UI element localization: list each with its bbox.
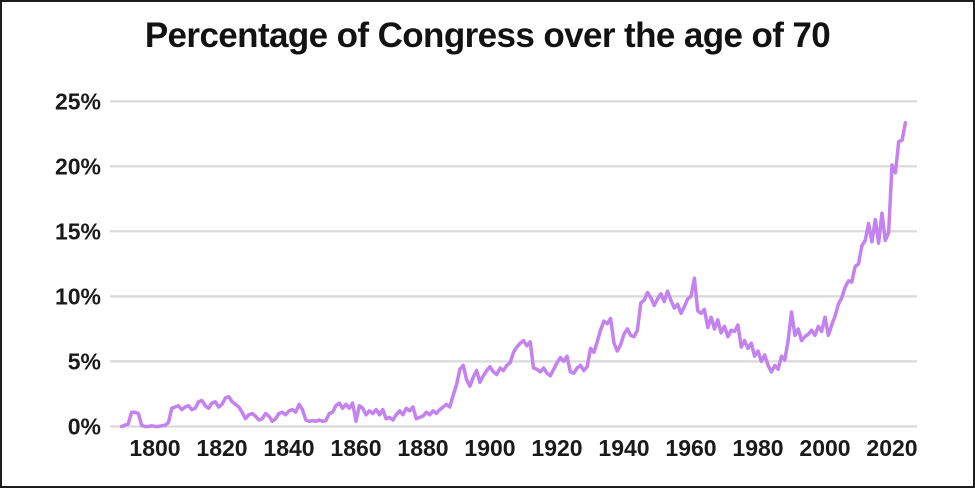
y-axis-tick-label: 0% <box>68 414 101 440</box>
x-axis-tick-label: 1800 <box>129 435 180 461</box>
x-axis-tick-label: 1960 <box>665 435 716 461</box>
y-axis-tick-label: 15% <box>55 218 101 244</box>
x-axis-tick-label: 2020 <box>866 435 917 461</box>
y-axis-tick-label: 25% <box>55 88 101 114</box>
x-axis-tick-label: 1820 <box>196 435 247 461</box>
data-line <box>119 120 908 429</box>
x-axis-tick-label: 1880 <box>397 435 448 461</box>
x-axis-tick-label: 1860 <box>330 435 381 461</box>
x-axis-tick-label: 1840 <box>263 435 314 461</box>
y-axis-tick-label: 20% <box>55 153 101 179</box>
x-axis-tick-label: 1920 <box>531 435 582 461</box>
x-axis-tick-label: 2000 <box>799 435 850 461</box>
y-axis-tick-label: 5% <box>68 348 101 374</box>
x-axis-tick-label: 1900 <box>464 435 515 461</box>
x-axis-tick-label: 1940 <box>598 435 649 461</box>
y-axis-tick-label: 10% <box>55 283 101 309</box>
chart-title: Percentage of Congress over the age of 7… <box>144 16 831 55</box>
x-axis-tick-label: 1980 <box>732 435 783 461</box>
